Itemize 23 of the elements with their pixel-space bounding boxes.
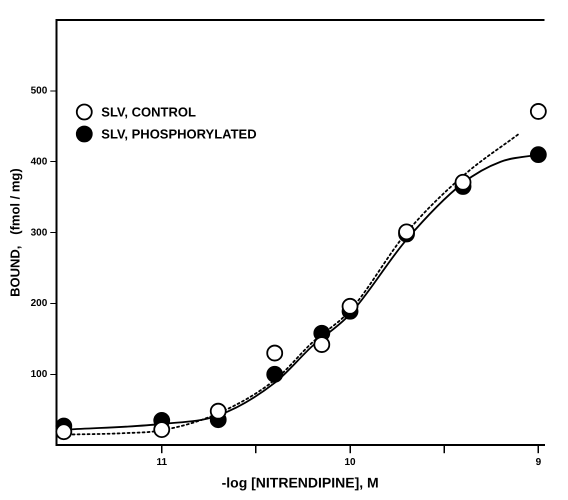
point — [342, 298, 358, 315]
point — [398, 223, 415, 240]
point — [266, 344, 284, 362]
y-tick-label: 300 — [30, 227, 48, 238]
point — [153, 421, 170, 438]
y-tick-label: 500 — [30, 86, 48, 97]
legend-label: SLV, CONTROL — [101, 104, 196, 120]
y-axis-title: BOUND, (fmol / mg) — [7, 168, 22, 297]
x-axis-title: -log [NITRENDIPINE], M — [222, 474, 379, 490]
point — [313, 336, 330, 353]
x-tick-label: 10 — [344, 456, 356, 468]
x-tick-label: 9 — [536, 456, 542, 468]
y-tick-label: 100 — [30, 369, 48, 380]
x-tick-label: 11 — [156, 456, 168, 468]
y-tick-label: 200 — [30, 298, 48, 310]
point — [530, 146, 547, 164]
point — [454, 174, 472, 191]
y-tick-label: 400 — [30, 156, 48, 168]
point — [210, 402, 227, 420]
point — [266, 366, 284, 383]
legend-label: SLV, PHOSPHORYLATED — [101, 126, 257, 142]
point — [55, 423, 72, 440]
point — [530, 103, 547, 120]
